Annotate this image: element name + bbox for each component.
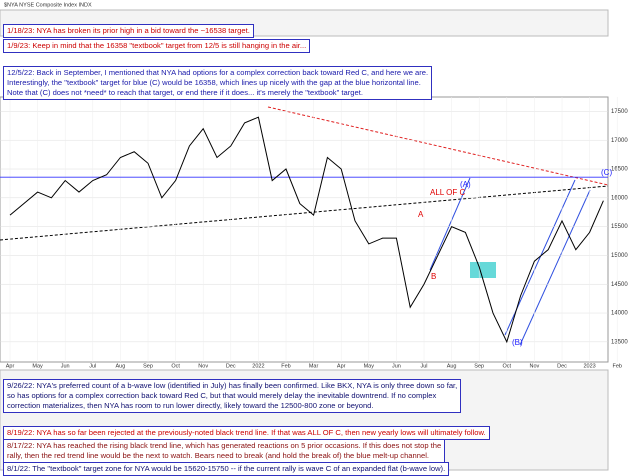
x-tick-label: Jun xyxy=(61,363,70,369)
x-tick-label: Sep xyxy=(474,363,484,369)
x-tick-label: Feb xyxy=(612,363,621,369)
note-line: 8/17/22: NYA has reached the rising blac… xyxy=(7,441,442,450)
x-tick-label: Nov xyxy=(198,363,208,369)
note-line: 1/9/23: Keep in mind that the 16358 "tex… xyxy=(7,41,307,50)
y-tick-label: 16500 xyxy=(611,167,628,173)
y-tick-label: 17500 xyxy=(611,109,628,115)
note-box: 12/5/22: Back in September, I mentioned … xyxy=(3,66,433,100)
note-box: 1/18/23: NYA has broken its prior high i… xyxy=(3,24,254,38)
x-tick-label: Apr xyxy=(337,363,346,369)
note-line: 12/5/22: Back in September, I mentioned … xyxy=(7,68,429,77)
y-tick-label: 14000 xyxy=(611,311,628,317)
chart-header: $NYA NYSE Composite Index INDX xyxy=(4,2,92,8)
y-tick-label: 15500 xyxy=(611,224,628,230)
note-box: 1/9/23: Keep in mind that the 16358 "tex… xyxy=(3,39,311,53)
x-tick-label: 2023 xyxy=(583,363,595,369)
wave-label: (C) xyxy=(601,168,612,177)
y-tick-label: 16000 xyxy=(611,195,628,201)
note-line: rally, then the red trend line would be … xyxy=(7,451,429,460)
red-trend-line xyxy=(267,106,609,186)
note-box: 9/26/22: NYA's preferred count of a b-wa… xyxy=(3,379,462,413)
x-tick-label: Feb xyxy=(281,363,290,369)
y-tick-label: 17000 xyxy=(611,138,628,144)
channel-line xyxy=(519,189,591,346)
x-tick-label: Aug xyxy=(116,363,126,369)
note-line: 9/26/22: NYA's preferred count of a b-wa… xyxy=(7,381,458,390)
note-line: 8/19/22: NYA has so far been rejected at… xyxy=(7,428,486,437)
x-tick-label: May xyxy=(364,363,375,369)
x-tick-label: Sep xyxy=(143,363,153,369)
note-line: Note that (C) does not *need* to reach t… xyxy=(7,88,363,97)
x-tick-label: Apr xyxy=(6,363,15,369)
x-tick-label: Mar xyxy=(309,363,319,369)
wave-label: ALL OF C xyxy=(430,188,465,197)
note-line: correction materializes, then NYA has ro… xyxy=(7,401,374,410)
note-line: 8/1/22: The "textbook" target zone for N… xyxy=(7,464,446,473)
wave-label: A xyxy=(418,210,424,219)
gap-box xyxy=(470,262,496,278)
wave-label: (A) xyxy=(460,180,471,189)
x-tick-label: Oct xyxy=(503,363,512,369)
y-tick-label: 15000 xyxy=(611,253,628,259)
note-line: 1/18/23: NYA has broken its prior high i… xyxy=(7,26,250,35)
x-tick-label: Jul xyxy=(420,363,427,369)
x-tick-label: Aug xyxy=(447,363,457,369)
note-box: 8/19/22: NYA has so far been rejected at… xyxy=(3,426,490,440)
note-box: 8/17/22: NYA has reached the rising blac… xyxy=(3,439,446,463)
plot-area xyxy=(0,96,609,363)
x-tick-label: Dec xyxy=(557,363,567,369)
price-line xyxy=(9,116,604,344)
x-tick-label: Nov xyxy=(530,363,540,369)
x-tick-label: 2022 xyxy=(252,363,264,369)
y-tick-label: 13500 xyxy=(611,339,628,345)
black-trend-line xyxy=(0,185,609,241)
x-tick-label: May xyxy=(32,363,43,369)
channel-line xyxy=(429,177,471,271)
wave-label: B xyxy=(431,272,436,281)
note-line: so has options for a complex correction … xyxy=(7,391,437,400)
note-box: 8/1/22: The "textbook" target zone for N… xyxy=(3,462,450,476)
x-tick-label: Jun xyxy=(392,363,401,369)
wave-label: (B) xyxy=(512,338,523,347)
note-line: Interestingly, the "textbook" target for… xyxy=(7,78,421,87)
x-tick-label: Jul xyxy=(89,363,96,369)
x-tick-label: Dec xyxy=(226,363,236,369)
x-tick-label: Oct xyxy=(171,363,180,369)
y-tick-label: 14500 xyxy=(611,282,628,288)
